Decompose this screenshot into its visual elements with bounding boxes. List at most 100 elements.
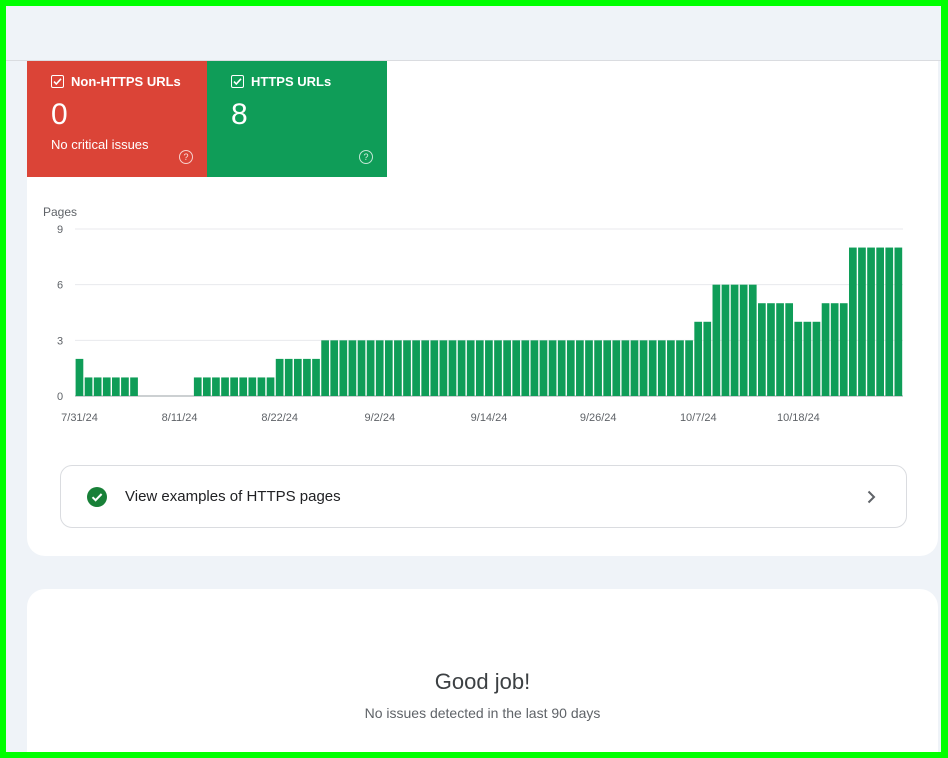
x-tick-label: 9/26/24 [580, 412, 617, 424]
bar[interactable] [212, 377, 220, 396]
bar[interactable] [375, 340, 384, 396]
bar[interactable] [248, 377, 257, 396]
bar[interactable] [676, 340, 684, 396]
bar[interactable] [612, 340, 621, 396]
bar[interactable] [858, 247, 866, 396]
bar[interactable] [193, 377, 202, 396]
bar[interactable] [703, 321, 712, 396]
bar[interactable] [102, 377, 111, 396]
bar[interactable] [112, 377, 120, 396]
bar[interactable] [266, 377, 275, 396]
bar[interactable] [603, 340, 612, 396]
bar[interactable] [130, 377, 138, 396]
bar[interactable] [776, 303, 784, 396]
bar[interactable] [721, 284, 730, 396]
help-circle-icon[interactable]: ? [179, 150, 193, 164]
bar[interactable] [785, 303, 794, 396]
bar[interactable] [121, 377, 129, 396]
checkbox-icon[interactable] [231, 75, 244, 88]
x-tick-label: 8/11/24 [162, 412, 198, 424]
bar[interactable] [557, 340, 566, 396]
bar[interactable] [394, 340, 402, 396]
status-title: Good job! [434, 669, 531, 694]
bar[interactable] [321, 340, 329, 396]
bar[interactable] [485, 340, 493, 396]
bar[interactable] [284, 358, 293, 396]
bar[interactable] [685, 340, 693, 396]
bar[interactable] [303, 358, 311, 396]
bar[interactable] [384, 340, 393, 396]
x-tick-label: 9/2/24 [365, 412, 396, 424]
bar[interactable] [548, 340, 557, 396]
bar[interactable] [885, 247, 894, 396]
bar[interactable] [448, 340, 457, 396]
bar[interactable] [639, 340, 648, 396]
bar[interactable] [475, 340, 484, 396]
bar[interactable] [758, 303, 766, 396]
view-examples-row[interactable]: View examples of HTTPS pages [60, 465, 907, 528]
bar[interactable] [849, 247, 857, 396]
bar[interactable] [621, 340, 630, 396]
bar[interactable] [257, 377, 266, 396]
bar[interactable] [421, 340, 430, 396]
bar[interactable] [794, 321, 803, 396]
bar[interactable] [366, 340, 375, 396]
bar[interactable] [694, 321, 703, 396]
bar[interactable] [712, 284, 721, 396]
bar[interactable] [876, 247, 884, 396]
bar[interactable] [221, 377, 229, 396]
bar[interactable] [867, 247, 875, 396]
bar[interactable] [494, 340, 502, 396]
bar[interactable] [830, 303, 839, 396]
bar[interactable] [739, 284, 748, 396]
bar[interactable] [767, 303, 775, 396]
bar[interactable] [312, 358, 320, 396]
bar[interactable] [530, 340, 539, 396]
bar[interactable] [648, 340, 657, 396]
bar[interactable] [93, 377, 102, 396]
bar[interactable] [239, 377, 248, 396]
bar[interactable] [75, 358, 84, 396]
bar[interactable] [503, 340, 511, 396]
checkbox-icon[interactable] [51, 75, 64, 88]
bar[interactable] [439, 340, 448, 396]
help-circle-icon[interactable]: ? [359, 150, 373, 164]
bar[interactable] [630, 340, 639, 396]
bar[interactable] [430, 340, 439, 396]
bar[interactable] [748, 284, 757, 396]
bar[interactable] [839, 303, 848, 396]
non-https-tile[interactable]: Non-HTTPS URLs 0 No critical issues ? [27, 61, 207, 177]
https-tile-header: HTTPS URLs [231, 74, 331, 89]
bar[interactable] [894, 247, 903, 396]
bar[interactable] [812, 321, 821, 396]
bar[interactable] [466, 340, 475, 396]
bar[interactable] [576, 340, 584, 396]
https-tile[interactable]: HTTPS URLs 8 ? [207, 61, 387, 177]
bar[interactable] [821, 303, 830, 396]
bar[interactable] [230, 377, 238, 396]
bar[interactable] [293, 358, 302, 396]
bar[interactable] [457, 340, 466, 396]
bar[interactable] [339, 340, 348, 396]
bar[interactable] [348, 340, 357, 396]
bar[interactable] [566, 340, 575, 396]
bar[interactable] [403, 340, 411, 396]
bar[interactable] [84, 377, 93, 396]
bar[interactable] [330, 340, 339, 396]
bar[interactable] [357, 340, 366, 396]
bar[interactable] [585, 340, 593, 396]
bar[interactable] [202, 377, 211, 396]
bar[interactable] [412, 340, 420, 396]
bar[interactable] [275, 358, 284, 396]
status-card: Good job! No issues detected in the last… [27, 589, 938, 752]
bar[interactable] [521, 340, 530, 396]
bar[interactable] [667, 340, 675, 396]
bar[interactable] [657, 340, 666, 396]
x-tick-label: 10/18/24 [777, 412, 820, 424]
bar[interactable] [539, 340, 548, 396]
bar[interactable] [512, 340, 521, 396]
bar[interactable] [803, 321, 812, 396]
bar[interactable] [594, 340, 602, 396]
y-axis-label: Pages [43, 205, 77, 219]
bar[interactable] [730, 284, 739, 396]
